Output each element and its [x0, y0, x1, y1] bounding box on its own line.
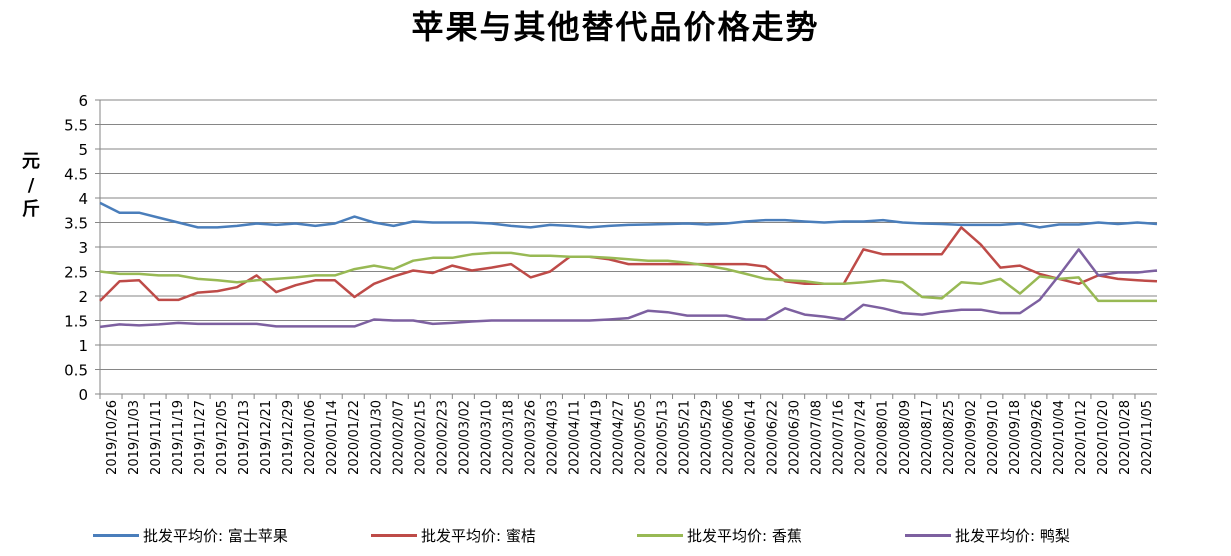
x-tick-label: 2020/02/07 [391, 400, 406, 475]
y-axis-label: 元 / 斤 [20, 150, 42, 222]
legend-label: 批发平均价: 鸭梨 [955, 526, 1070, 545]
x-tick-label: 2020/08/25 [942, 400, 957, 475]
y-tick-label: 2 [78, 288, 88, 306]
y-axis-label-char: / [27, 175, 35, 196]
x-tick-label: 2020/06/06 [722, 400, 737, 475]
x-tick-label: 2020/05/05 [634, 400, 649, 475]
x-tick-label: 2020/01/14 [325, 400, 340, 475]
line-chart: 0 0.5 1 1.5 2 2.5 3 3.5 4 4.5 5 5.5 6 2019/10/26 2019/… [64, 92, 1158, 475]
series-line-1 [99, 201, 1158, 229]
x-tick-label: 2020/03/26 [523, 400, 538, 475]
y-tick-label: 4 [78, 190, 88, 208]
y-tick-label: 0.5 [64, 362, 88, 380]
legend-item: 批发平均价: 鸭梨 [905, 521, 1070, 549]
x-tick-label: 2020/07/24 [854, 400, 869, 475]
x-tick-label: 2019/11/27 [193, 400, 208, 475]
x-tick-label: 2019/11/03 [127, 400, 142, 475]
x-tick-label: 2020/04/19 [589, 400, 604, 475]
legend-swatch [371, 533, 417, 537]
series-line-3 [99, 251, 1157, 303]
x-tick-label: 2020/03/10 [479, 400, 494, 475]
legend-label: 批发平均价: 蜜桔 [421, 526, 536, 545]
legend-item: 批发平均价: 蜜桔 [371, 521, 536, 549]
legend-label: 批发平均价: 香蕉 [687, 526, 802, 545]
x-tick-label: 2020/06/30 [788, 400, 803, 475]
x-tick-label: 2020/11/05 [1140, 400, 1155, 475]
x-tick-label: 2020/04/11 [567, 400, 582, 475]
x-tick-label: 2020/02/23 [435, 400, 450, 475]
x-tick-label: 2020/05/13 [656, 400, 671, 475]
x-tick-label: 2019/12/05 [215, 400, 230, 475]
x-tick-label: 2020/10/04 [1052, 400, 1067, 475]
legend-swatch [93, 533, 139, 537]
x-tick-label: 2020/09/10 [986, 400, 1001, 475]
y-tick-label: 5 [78, 141, 88, 159]
x-tick-label: 2020/04/03 [545, 400, 560, 475]
x-tick-label: 2020/06/14 [744, 400, 759, 475]
y-tick-label: 4.5 [64, 166, 88, 184]
series-line-2 [99, 226, 1158, 302]
y-tick-label: 5.5 [64, 117, 88, 135]
y-tick-label: 1.5 [64, 313, 88, 331]
x-tick-label: 2020/05/29 [700, 400, 715, 475]
x-tick-label: 2020/07/08 [810, 400, 825, 475]
chart-title: 苹果与其他替代品价格走势 [411, 8, 820, 46]
x-tick-label: 2020/08/01 [876, 400, 891, 475]
x-tick-label: 2020/01/22 [347, 400, 362, 475]
legend-item: 批发平均价: 香蕉 [637, 521, 802, 549]
x-tick-label: 2019/11/11 [149, 400, 164, 475]
x-tick-label: 2020/01/06 [303, 400, 318, 475]
y-tick-label: 3 [78, 239, 88, 257]
x-tick-label: 2020/04/27 [611, 400, 626, 475]
x-tick-label: 2019/10/26 [105, 400, 120, 475]
x-tick-label: 2019/12/21 [259, 400, 274, 475]
x-tick-label: 2020/02/15 [413, 400, 428, 475]
legend-item: 批发平均价: 富士苹果 [93, 521, 288, 549]
x-tick-label: 2019/12/29 [281, 400, 296, 475]
x-tick-label: 2020/09/18 [1008, 400, 1023, 475]
y-tick-label: 2.5 [64, 264, 88, 282]
y-axis-label-char: 斤 [22, 199, 40, 220]
y-tick-label: 0 [78, 386, 88, 404]
x-tick-label: 2020/06/22 [766, 400, 781, 475]
x-tick-label: 2020/10/20 [1096, 400, 1111, 475]
x-tick-label: 2020/08/09 [898, 400, 913, 475]
y-tick-label: 6 [78, 92, 88, 110]
x-tick-label: 2020/03/02 [457, 400, 472, 475]
x-tick-label: 2020/10/12 [1074, 400, 1089, 475]
series-line-4 [99, 248, 1158, 329]
legend-label: 批发平均价: 富士苹果 [143, 526, 288, 545]
x-tick-label: 2020/08/17 [920, 400, 935, 475]
x-tick-label: 2020/09/02 [964, 400, 979, 475]
x-tick-label: 2020/09/26 [1030, 400, 1045, 475]
x-tick-label: 2020/01/30 [369, 400, 384, 475]
x-tick-label: 2019/12/13 [237, 400, 252, 475]
y-axis-label-char: 元 [22, 151, 40, 172]
legend: 批发平均价: 富士苹果 批发平均价: 蜜桔 批发平均价: 香蕉 批发平均价: 鸭梨 [0, 521, 1231, 549]
y-tick-label: 3.5 [64, 215, 88, 233]
x-tick-label: 2020/10/28 [1118, 400, 1133, 475]
x-tick-label: 2019/11/19 [171, 400, 186, 475]
x-tick-label: 2020/05/21 [678, 400, 693, 475]
x-tick-label: 2020/03/18 [501, 400, 516, 475]
y-tick-label: 1 [78, 337, 88, 355]
legend-swatch [905, 533, 951, 537]
x-tick-label: 2020/07/16 [832, 400, 847, 475]
legend-swatch [637, 533, 683, 537]
